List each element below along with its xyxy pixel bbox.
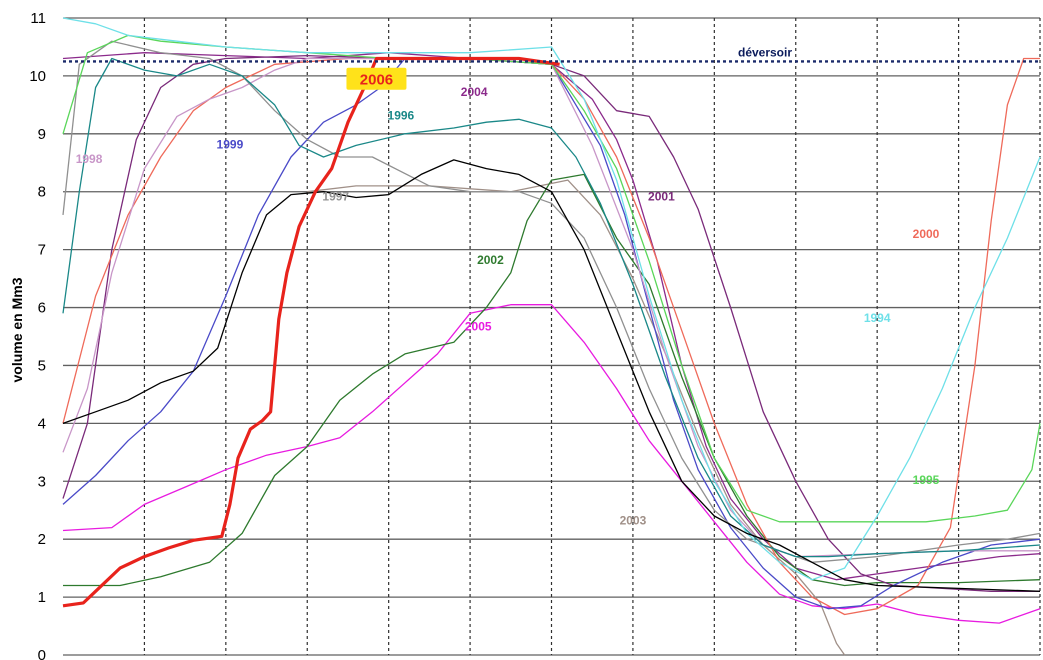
y-tick-5: 5 bbox=[38, 357, 46, 374]
series-labels: 2006 2004 1996 1999 1998 1997 2001 2000 2002 2005… bbox=[76, 67, 940, 528]
y-tick-2: 2 bbox=[38, 531, 46, 548]
series-label-2006: 2006 bbox=[360, 72, 393, 89]
series-line-1994 bbox=[62, 17, 1041, 581]
y-tick-11: 11 bbox=[30, 10, 46, 27]
reference-line-group: déversoir bbox=[63, 45, 1040, 63]
deversoir-label: déversoir bbox=[738, 45, 792, 59]
series-label-1994: 1994 bbox=[864, 311, 891, 325]
series-line-2000 bbox=[62, 57, 1040, 616]
series-label-1996: 1996 bbox=[388, 108, 415, 122]
y-tick-0: 0 bbox=[38, 647, 46, 660]
series-label-2001: 2001 bbox=[648, 189, 675, 203]
series-lines bbox=[62, 17, 1041, 656]
y-axis-ticks: 0 1 2 3 4 5 6 7 8 9 10 11 bbox=[29, 10, 46, 660]
y-tick-3: 3 bbox=[38, 473, 46, 490]
series-line-2002 bbox=[63, 173, 1041, 587]
y-tick-4: 4 bbox=[38, 415, 46, 432]
y-tick-9: 9 bbox=[38, 126, 46, 143]
series-label-2003: 2003 bbox=[620, 514, 647, 528]
series-label-2002: 2002 bbox=[477, 253, 504, 267]
y-tick-1: 1 bbox=[38, 589, 46, 606]
y-tick-7: 7 bbox=[38, 242, 46, 259]
grid bbox=[63, 17, 1041, 656]
y-tick-8: 8 bbox=[38, 184, 46, 201]
series-label-1998: 1998 bbox=[76, 152, 103, 166]
y-axis-label: volume en Mm3 bbox=[9, 277, 25, 382]
series-line-2003 bbox=[307, 179, 846, 656]
series-line-unlabeled-12 bbox=[62, 159, 1041, 592]
series-label-box-2006 bbox=[346, 67, 407, 90]
series-line-2001 bbox=[62, 54, 1040, 592]
series-label-1995: 1995 bbox=[913, 473, 940, 487]
series-label-2005: 2005 bbox=[465, 320, 492, 334]
series-line-1996 bbox=[62, 57, 1041, 558]
y-tick-10: 10 bbox=[29, 68, 46, 85]
series-line-2006 bbox=[62, 56, 560, 608]
y-tick-6: 6 bbox=[38, 300, 46, 317]
series-label-2004: 2004 bbox=[461, 85, 488, 99]
series-label-1999: 1999 bbox=[217, 137, 244, 151]
series-label-1997: 1997 bbox=[322, 189, 349, 203]
series-line-1999 bbox=[62, 57, 1041, 610]
series-label-2000: 2000 bbox=[913, 227, 940, 241]
